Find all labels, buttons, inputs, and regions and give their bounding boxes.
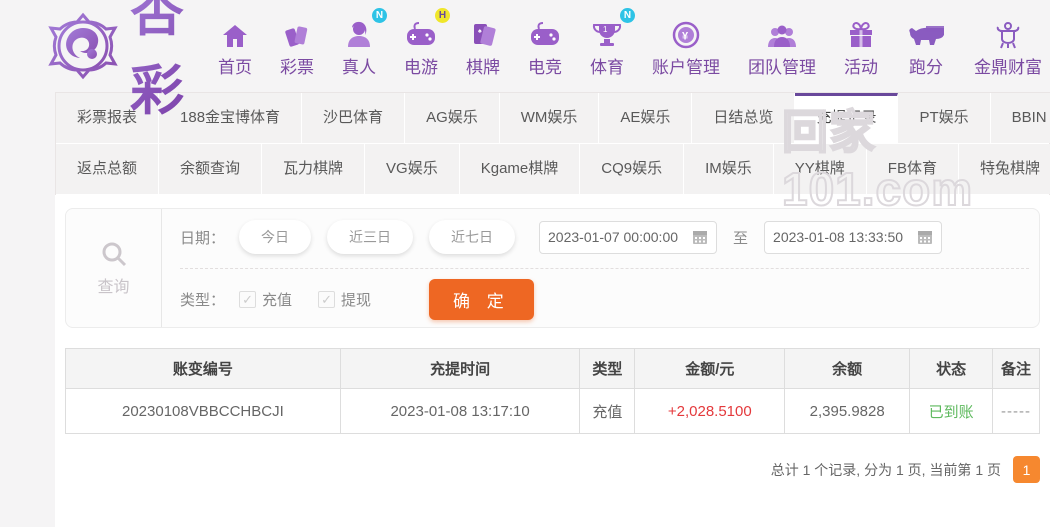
tab[interactable]: FB体育 — [866, 144, 959, 194]
main-nav: 首页 彩票 N 真人 H 电游 ♠ 棋牌 — [204, 7, 1050, 78]
cell-balance: 2,395.9828 — [784, 388, 911, 434]
date-to-input[interactable]: 2023-01-08 13:33:50 — [764, 220, 943, 254]
cell-time: 2023-01-08 13:17:10 — [339, 388, 581, 434]
date-from-input[interactable]: 2023-01-07 00:00:00 — [539, 220, 718, 254]
type-label: 类型： — [180, 291, 226, 309]
table-header-row: 账变编号 充提时间 类型 金额/元 余额 状态 备注 — [65, 348, 1040, 389]
page-1-button[interactable]: 1 — [1013, 456, 1040, 483]
nav-item-boardgames[interactable]: ♠ 棋牌 — [466, 15, 500, 78]
quick-7days-button[interactable]: 近七日 — [429, 220, 516, 254]
nav-item-home[interactable]: 首页 — [218, 15, 252, 78]
tab[interactable]: 余额查询 — [159, 144, 263, 194]
gamepad-icon: H — [405, 7, 450, 49]
nav-item-sports[interactable]: 1 N 体育 — [590, 7, 635, 78]
calendar-icon — [918, 231, 933, 244]
confirm-button[interactable]: 确 定 — [429, 278, 534, 320]
divider — [180, 267, 1029, 269]
pagination: 总计 1 个记录, 分为 1 页, 当前第 1 页 1 — [55, 456, 1040, 483]
tab[interactable]: PT娱乐 — [898, 93, 991, 143]
to-label: 至 — [733, 229, 749, 247]
tab[interactable]: WM娱乐 — [499, 93, 600, 143]
withdraw-label: 提现 — [341, 291, 372, 309]
brand-name: 杏彩 — [130, 0, 188, 125]
cell-status: 已到账 — [909, 388, 994, 434]
svg-text:1: 1 — [603, 25, 608, 34]
rhino-icon — [906, 15, 946, 49]
tab[interactable]: 沙巴体育 — [302, 93, 406, 143]
tab[interactable]: VG娱乐 — [365, 144, 460, 194]
cell-record-id: 20230108VBBCCHBCJI — [65, 388, 341, 434]
tripod-icon — [993, 15, 1023, 49]
cell-amount: +2,028.5100 — [634, 388, 786, 434]
svg-text:¥: ¥ — [682, 30, 689, 42]
deposit-checkbox[interactable]: ✓ — [239, 290, 257, 308]
content-panel: 彩票报表 188金宝博体育 沙巴体育 AG娱乐 WM娱乐 AE娱乐 日结总览 充提记录 PT娱乐… — [55, 92, 1050, 527]
svg-text:♠: ♠ — [478, 28, 482, 35]
badge-h: H — [435, 7, 450, 23]
tab[interactable]: 瓦力棋牌 — [262, 144, 366, 194]
quick-3days-button[interactable]: 近三日 — [327, 220, 414, 254]
date-row: 日期： 今日 近三日 近七日 2023-01-07 00:00:00 至 202… — [180, 219, 1039, 255]
pagination-summary: 总计 1 个记录, 分为 1 页, 当前第 1 页 — [770, 461, 1001, 478]
home-icon — [221, 15, 249, 49]
withdraw-checkbox[interactable]: ✓ — [318, 290, 336, 308]
tab[interactable]: AG娱乐 — [405, 93, 500, 143]
top-header: 杏彩 首页 彩票 N 真人 H 电游 — [0, 0, 1050, 121]
report-tabbar: 彩票报表 188金宝博体育 沙巴体育 AG娱乐 WM娱乐 AE娱乐 日结总览 充提记录 PT娱乐… — [55, 92, 1050, 195]
tab[interactable]: 彩票报表 — [56, 93, 160, 143]
nav-item-account[interactable]: ¥ 账户管理 — [652, 15, 720, 78]
date-label: 日期： — [180, 229, 226, 247]
coin-icon: ¥ — [672, 15, 700, 49]
type-row: 类型： ✓ 充值 ✓ 提现 确 定 — [180, 278, 1039, 320]
cell-note: ----- — [992, 388, 1040, 434]
gift-icon — [847, 15, 875, 49]
badge-n: N — [620, 7, 635, 23]
nav-item-live[interactable]: N 真人 — [342, 7, 387, 78]
tab-row-2: 返点总额 余额查询 瓦力棋牌 VG娱乐 Kgame棋牌 CQ9娱乐 IM娱乐 YY棋牌 FB体育… — [56, 144, 1050, 195]
nav-item-jinding[interactable]: 金鼎财富 — [974, 15, 1042, 78]
badge-n: N — [372, 7, 387, 23]
tab[interactable]: CQ9娱乐 — [580, 144, 685, 194]
cell-type: 充值 — [579, 388, 636, 434]
tab[interactable]: 特兔棋牌 — [958, 144, 1050, 194]
tab[interactable]: 充提记录 — [795, 93, 899, 143]
nav-item-paofen[interactable]: 跑分 — [906, 15, 946, 78]
search-icon — [99, 239, 129, 269]
tab[interactable]: 日结总览 — [692, 93, 796, 143]
filter-fields: 日期： 今日 近三日 近七日 2023-01-07 00:00:00 至 202… — [162, 209, 1039, 327]
tab[interactable]: Kgame棋牌 — [459, 144, 581, 194]
nav-item-team[interactable]: 团队管理 — [748, 15, 816, 78]
filter-panel: 查询 日期： 今日 近三日 近七日 2023-01-07 00:00:00 至 … — [65, 208, 1040, 328]
ticket-icon — [283, 15, 311, 49]
table-row: 20230108VBBCCHBCJI 2023-01-08 13:17:10 充… — [65, 388, 1040, 434]
records-table: 账变编号 充提时间 类型 金额/元 余额 状态 备注 20230108VBBCC… — [65, 348, 1040, 434]
query-button[interactable]: 查询 — [66, 209, 162, 327]
tab-row-1: 彩票报表 188金宝博体育 沙巴体育 AG娱乐 WM娱乐 AE娱乐 日结总览 充提记录 PT娱乐… — [56, 93, 1050, 144]
nav-item-esports[interactable]: 电竞 — [528, 15, 562, 78]
deposit-label: 充值 — [262, 291, 293, 309]
gamepad-icon — [529, 15, 561, 49]
tab[interactable]: 返点总额 — [56, 144, 160, 194]
tab[interactable]: IM娱乐 — [684, 144, 774, 194]
tab[interactable]: BBIN — [990, 93, 1050, 143]
quick-today-button[interactable]: 今日 — [239, 220, 312, 254]
trophy-icon: 1 N — [592, 7, 635, 49]
person-icon: N — [344, 7, 387, 49]
brand-emblem-icon — [44, 10, 122, 82]
nav-item-promo[interactable]: 活动 — [844, 15, 878, 78]
tab[interactable]: 188金宝博体育 — [159, 93, 303, 143]
calendar-icon — [693, 231, 708, 244]
brand-logo[interactable]: 杏彩 — [44, 0, 188, 125]
cards-icon: ♠ — [469, 15, 497, 49]
nav-item-egames[interactable]: H 电游 — [404, 7, 450, 78]
team-icon — [766, 15, 798, 49]
tab[interactable]: YY棋牌 — [773, 144, 867, 194]
tab[interactable]: AE娱乐 — [599, 93, 693, 143]
nav-item-lottery[interactable]: 彩票 — [280, 15, 314, 78]
